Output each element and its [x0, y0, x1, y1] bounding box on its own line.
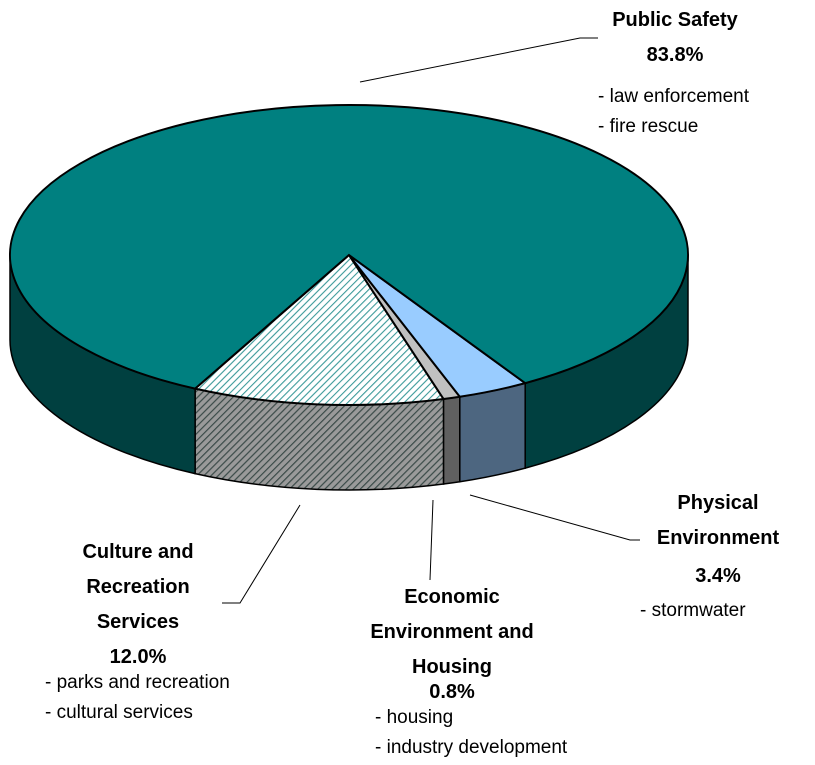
leader-line — [429, 499, 434, 581]
leader-line — [222, 504, 301, 604]
detail-text: - stormwater — [640, 600, 746, 621]
leader-line — [359, 37, 598, 83]
slice-label: Physical Environment — [656, 492, 780, 549]
slice — [9, 104, 689, 390]
slice-side — [459, 382, 526, 483]
leader-lines — [222, 37, 640, 604]
detail-text: - industry development — [375, 737, 568, 758]
value-label: 83.8% — [646, 44, 704, 66]
slice-label: Public Safety — [612, 9, 738, 31]
value-label: 12.0% — [109, 646, 167, 668]
leader-line — [469, 494, 640, 541]
slice — [192, 253, 446, 406]
value-label: 3.4% — [695, 565, 741, 587]
detail-text: - cultural services — [45, 702, 193, 723]
slice-side — [442, 395, 461, 485]
detail-text: - parks and recreation — [45, 672, 230, 693]
detail-text: - law enforcement — [598, 86, 750, 107]
value-label: 0.8% — [429, 681, 475, 703]
detail-text: - housing — [375, 707, 454, 728]
detail-text: - fire rescue — [598, 116, 699, 137]
slice-label: Culture and Recreation Services — [82, 541, 194, 633]
slice-label: Economic Environment and Housing — [370, 586, 534, 678]
